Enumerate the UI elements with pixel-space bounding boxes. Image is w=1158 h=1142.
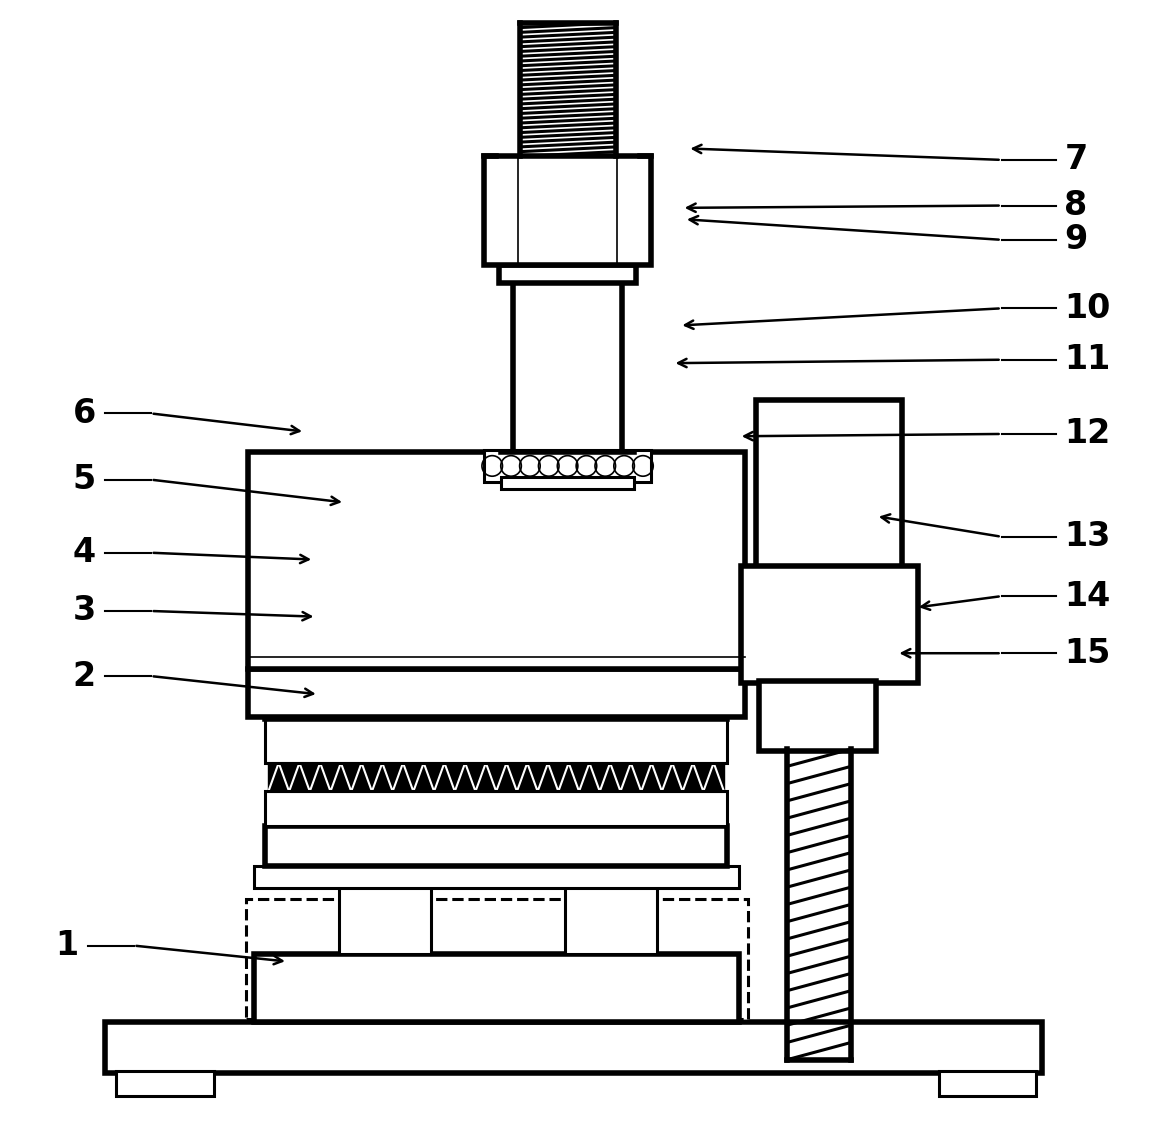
Bar (265, 826, 727, 866)
Bar (105, 1022, 1041, 1073)
Bar (513, 281, 622, 452)
Text: 9: 9 (1064, 224, 1087, 256)
Text: 14: 14 (1064, 580, 1111, 612)
Bar (939, 1071, 1035, 1096)
Text: 10: 10 (1064, 292, 1111, 324)
Text: 1: 1 (56, 930, 79, 962)
Bar (245, 899, 748, 1019)
Text: 5: 5 (73, 464, 96, 496)
Bar (760, 681, 875, 751)
Bar (265, 719, 727, 763)
Bar (248, 669, 745, 717)
Bar (265, 791, 727, 826)
Text: 11: 11 (1064, 344, 1111, 376)
Bar (741, 566, 918, 683)
Bar (248, 452, 745, 669)
Text: 7: 7 (1064, 144, 1087, 176)
Bar (499, 265, 636, 283)
Bar (117, 1071, 213, 1096)
Bar (565, 887, 657, 954)
Text: 12: 12 (1064, 418, 1111, 450)
Bar (254, 954, 739, 1022)
Text: 3: 3 (73, 595, 96, 627)
Text: 6: 6 (73, 397, 96, 429)
Bar (254, 866, 739, 888)
Text: 4: 4 (73, 537, 96, 569)
Text: 2: 2 (73, 660, 96, 692)
Text: 8: 8 (1064, 190, 1087, 222)
Bar (484, 156, 651, 265)
Bar (484, 450, 651, 482)
Bar (501, 477, 633, 489)
Text: 13: 13 (1064, 521, 1111, 553)
Bar (756, 400, 902, 569)
Text: 15: 15 (1064, 637, 1111, 669)
Bar (339, 887, 431, 954)
